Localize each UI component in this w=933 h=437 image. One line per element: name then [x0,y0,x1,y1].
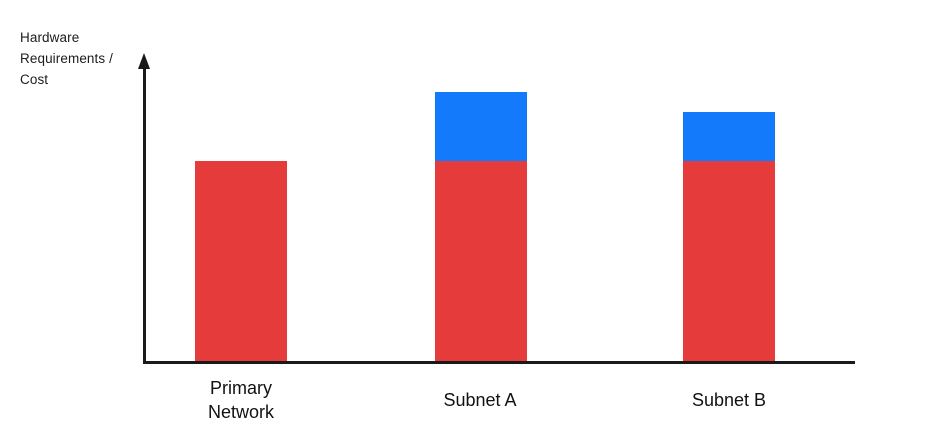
x-label-subnet-a: Subnet A [443,390,517,410]
y-axis-line [143,64,146,364]
x-axis-line [143,361,855,364]
bar-segment-red-primary-network [195,161,287,362]
bar-segment-red-subnet-b [683,161,775,362]
x-label-primary-network: Primary Network [207,378,274,422]
x-label-subnet-b: Subnet B [691,390,767,410]
bar-segment-blue-subnet-a [434,92,527,161]
y-axis-arrowhead-icon [138,53,150,69]
bar-segment-red-subnet-a [434,161,527,362]
y-axis-label: Hardware Requirements / Cost [20,30,113,87]
bar-segment-blue-subnet-b [683,111,775,161]
